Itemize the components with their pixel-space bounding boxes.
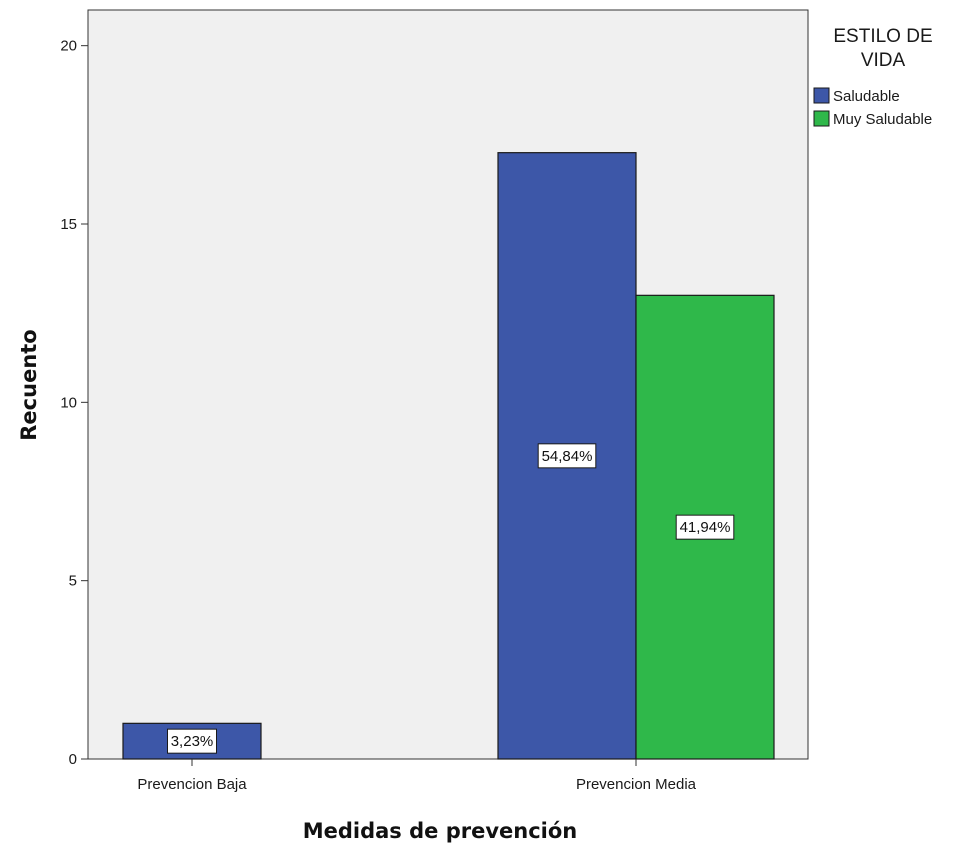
y-tick-label: 0 — [69, 751, 77, 768]
data-label: 3,23% — [171, 733, 214, 750]
data-label-box — [675, 514, 735, 540]
data-label-box — [537, 443, 597, 469]
data-label: 54,84% — [542, 448, 593, 465]
x-tick-label: Prevencion Media — [576, 776, 697, 793]
x-axis-title: Medidas de prevención — [303, 819, 578, 843]
legend-label: Muy Saludable — [833, 111, 932, 128]
y-tick-label: 20 — [60, 38, 77, 55]
legend-title-line-2: VIDA — [861, 50, 906, 71]
y-axis-title: Recuento — [17, 329, 41, 440]
y-axis: 0 5 10 15 20 — [60, 38, 88, 768]
legend-title-line-1: ESTILO DE — [833, 26, 932, 47]
y-tick-label: 15 — [60, 216, 77, 233]
x-tick-label: Prevencion Baja — [137, 776, 247, 793]
legend-swatch — [813, 110, 830, 127]
data-label-box — [167, 728, 217, 754]
legend: ESTILO DE VIDA Saludable Muy Saludable — [813, 26, 933, 128]
legend-label: Saludable — [833, 88, 900, 105]
legend-swatch — [813, 87, 830, 104]
x-axis: Prevencion Baja Prevencion Media — [137, 759, 697, 793]
y-tick-label: 10 — [60, 394, 77, 411]
y-tick-label: 5 — [69, 573, 77, 590]
data-label: 41,94% — [680, 519, 731, 536]
bars-group: 3,23% 54,84% 41,94% — [122, 152, 775, 760]
